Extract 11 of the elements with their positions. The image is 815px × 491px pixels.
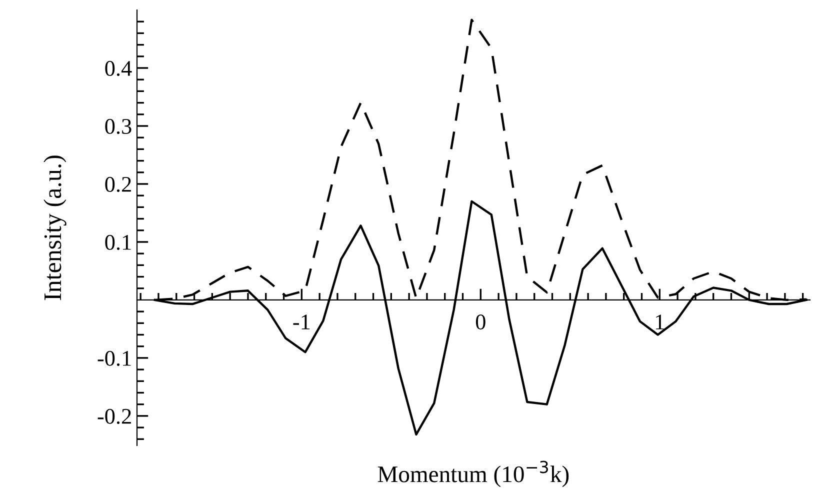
x-tick-label: -1 [293, 314, 310, 330]
y-tick-label: 0.3 [105, 118, 132, 134]
y-tick-label: -0.2 [98, 408, 131, 424]
y-tick-label: 0.4 [105, 60, 132, 76]
y-tick-label: -0.1 [98, 350, 131, 366]
y-tick-label: 0.1 [105, 234, 131, 250]
y-tick-label: 0.2 [105, 176, 131, 192]
y-axis-title: Intensity (a.u.) [44, 156, 66, 300]
x-tick-label: 0 [476, 314, 486, 330]
x-tick-label: 1 [656, 314, 664, 330]
x-axis-title: Momentum (10$^{−3}$k) [378, 460, 569, 488]
